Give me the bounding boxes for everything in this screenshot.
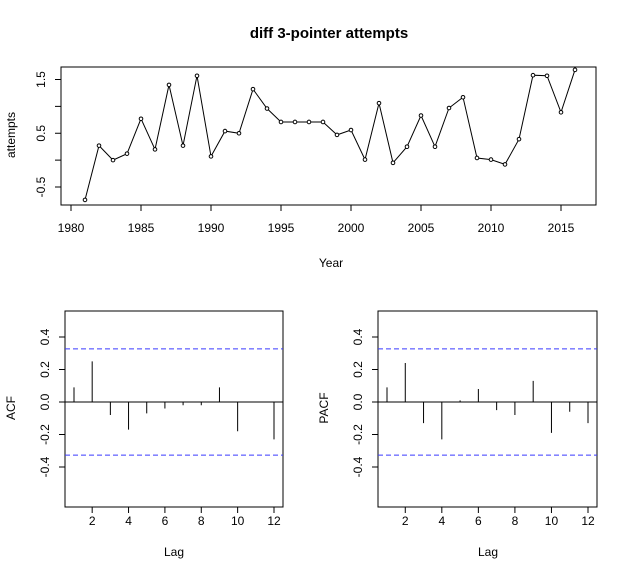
y-tick-label: 1.5 (34, 71, 48, 88)
data-point (446, 105, 452, 111)
data-point (208, 154, 214, 159)
data-point (250, 86, 256, 92)
y-axis-label-acf: ACF (4, 396, 18, 420)
x-tick-label: 12 (267, 514, 281, 528)
data-point (110, 157, 116, 163)
data-point (460, 94, 466, 100)
data-point (348, 127, 354, 133)
data-point (572, 67, 578, 73)
series-line (84, 69, 576, 201)
y-axis-label-pacf: PACF (317, 392, 331, 423)
data-point (530, 72, 536, 78)
y-tick-label: -0.2 (38, 424, 52, 445)
chart-title: diff 3-pointer attempts (250, 25, 408, 42)
x-tick-label: 8 (198, 514, 205, 528)
data-point (474, 155, 480, 161)
y-tick-label: 0.0 (38, 393, 52, 410)
x-tick-label: 1980 (58, 221, 85, 235)
data-point (404, 144, 410, 149)
data-point (236, 130, 242, 136)
y-tick-label: 0.4 (38, 328, 52, 345)
data-point (432, 144, 438, 149)
x-tick-label: 1995 (268, 221, 295, 235)
y-tick-label: 0.2 (351, 361, 365, 378)
data-point (152, 147, 158, 152)
x-tick-label: 12 (581, 514, 595, 528)
data-point (264, 106, 270, 111)
data-point (558, 109, 564, 115)
y-tick-label: -0.2 (351, 424, 365, 445)
data-point (278, 119, 284, 125)
x-axis-label-lag-acf: Lag (164, 545, 184, 559)
y-tick-label: -0.4 (38, 456, 52, 477)
x-tick-label: 10 (545, 514, 559, 528)
data-point (180, 143, 186, 148)
y-tick-label: 0.2 (38, 361, 52, 378)
y-tick-label: -0.4 (351, 456, 365, 477)
x-tick-label: 8 (512, 514, 519, 528)
y-tick-label: 0.5 (34, 125, 48, 142)
data-point (544, 73, 550, 79)
y-tick-label: 0.4 (351, 328, 365, 345)
data-point (306, 119, 312, 125)
x-tick-label: 2015 (548, 221, 575, 235)
x-tick-label: 4 (125, 514, 132, 528)
data-point (418, 113, 424, 118)
data-point (138, 116, 144, 122)
data-point (390, 160, 396, 166)
x-tick-label: 2000 (338, 221, 365, 235)
time-series-panel: 1980 1985 1990 1995 2000 2005 2010 2015 -0.5 0.5 1… (34, 66, 597, 235)
y-axis-label-attempts: attempts (4, 112, 18, 158)
data-point (362, 157, 368, 162)
x-axis-label-year: Year (319, 256, 343, 270)
data-point (502, 162, 508, 167)
x-tick-label: 6 (475, 514, 482, 528)
pacf-panel: 2 4 6 8 10 12 -0.4 -0.2 0.0 0.2 0.4 (351, 310, 598, 528)
data-point (96, 143, 102, 148)
data-point (516, 136, 522, 142)
x-tick-label: 4 (438, 514, 445, 528)
data-point (376, 100, 382, 106)
data-point (194, 73, 200, 79)
data-point (222, 128, 228, 134)
data-point (82, 197, 88, 203)
data-point (124, 151, 130, 156)
data-point (334, 132, 340, 138)
data-point (320, 119, 326, 125)
data-point (292, 119, 298, 125)
data-point (488, 157, 494, 162)
acf-panel: 2 4 6 8 10 12 -0.4 -0.2 0.0 0.2 0.4 (38, 310, 284, 528)
x-tick-label: 1985 (128, 221, 155, 235)
data-point (166, 82, 172, 88)
plot-frame (377, 310, 598, 508)
plot-frame (64, 310, 284, 508)
y-tick-label: 0.0 (351, 393, 365, 410)
y-tick-label: -0.5 (34, 176, 48, 197)
x-tick-label: 2005 (408, 221, 435, 235)
x-tick-label: 2010 (478, 221, 505, 235)
plot-frame (60, 66, 597, 206)
x-tick-label: 2 (402, 514, 409, 528)
x-axis-label-lag-pacf: Lag (478, 545, 498, 559)
x-tick-label: 6 (162, 514, 169, 528)
x-tick-label: 1990 (198, 221, 225, 235)
x-tick-label: 2 (89, 514, 96, 528)
x-tick-label: 10 (231, 514, 245, 528)
